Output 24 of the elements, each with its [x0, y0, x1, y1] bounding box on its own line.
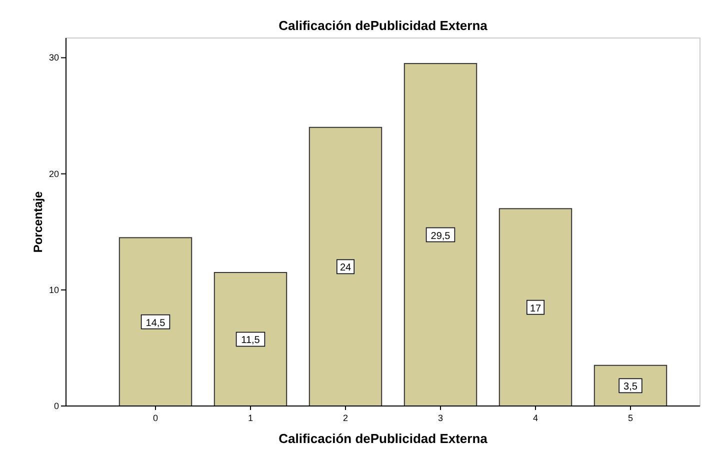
data-label: 14,5 [146, 318, 166, 329]
y-tick-label: 10 [48, 284, 59, 295]
bar [404, 63, 478, 406]
data-label: 11,5 [241, 335, 260, 346]
x-axis-title: Calificación dePublicidad Externa [278, 431, 488, 446]
x-tick-label: 5 [628, 413, 634, 423]
bar [308, 126, 382, 406]
y-tick-label: 30 [48, 52, 59, 63]
y-tick-label: 0 [54, 401, 59, 411]
chart-title: Calificación dePublicidad Externa [278, 18, 488, 33]
bar [214, 272, 288, 406]
x-tick-label: 0 [152, 413, 158, 423]
x-tick-label: 4 [532, 413, 538, 423]
x-tick-label: 3 [438, 413, 444, 423]
x-tick-label: 1 [248, 413, 254, 423]
y-tick-label: 20 [48, 168, 59, 179]
data-label: 24 [340, 262, 352, 274]
x-tick-label: 2 [342, 413, 348, 423]
data-label: 29,5 [430, 230, 451, 242]
y-axis-title: Porcentaje [31, 190, 45, 253]
bar [118, 237, 192, 406]
bar [498, 208, 572, 406]
data-label: 17 [530, 303, 542, 314]
data-label: 3,5 [624, 382, 638, 393]
